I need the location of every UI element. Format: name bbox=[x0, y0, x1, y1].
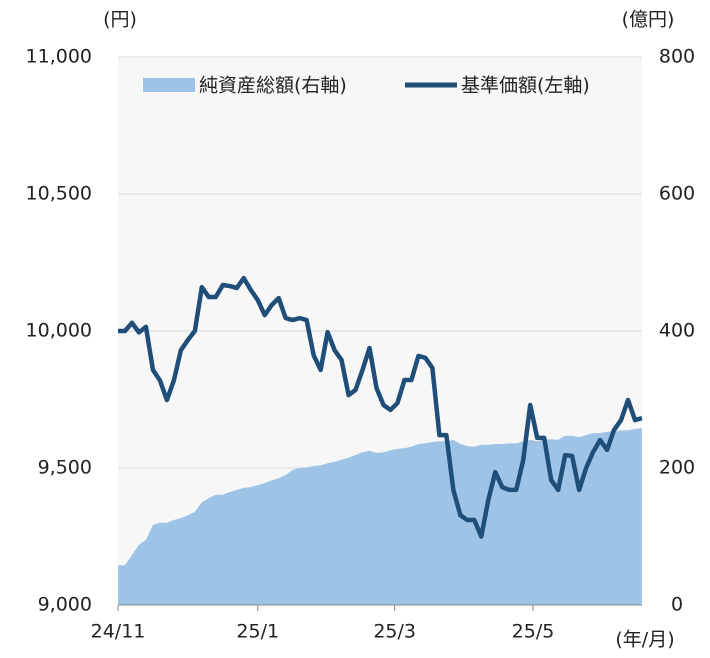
x-tick-label: 24/11 bbox=[91, 621, 146, 643]
y2-tick-label: 600 bbox=[659, 183, 695, 205]
y2-tick-label: 0 bbox=[671, 594, 683, 616]
y-tick-label: 9,500 bbox=[38, 457, 92, 479]
legend-label: 基準価額(左軸) bbox=[461, 75, 590, 97]
y2-unit: (億円) bbox=[622, 9, 675, 31]
y-tick-label: 11,000 bbox=[26, 46, 92, 68]
x-tick-label: 25/3 bbox=[373, 621, 416, 643]
y-tick-label: 9,000 bbox=[38, 594, 92, 616]
x-unit: (年/月) bbox=[615, 629, 674, 651]
x-tick-label: 25/1 bbox=[236, 621, 279, 643]
legend-swatch bbox=[143, 78, 195, 92]
y-tick-label: 10,000 bbox=[26, 320, 92, 342]
y2-tick-label: 800 bbox=[659, 46, 695, 68]
legend-label: 純資産総額(右軸) bbox=[199, 75, 347, 97]
line bbox=[118, 275, 643, 539]
y2-tick-label: 400 bbox=[659, 320, 695, 342]
y-unit: (円) bbox=[103, 9, 137, 31]
y-tick-label: 10,500 bbox=[26, 183, 92, 205]
area bbox=[118, 428, 642, 605]
x-tick-label: 25/5 bbox=[512, 621, 555, 643]
y2-tick-label: 200 bbox=[659, 457, 695, 479]
